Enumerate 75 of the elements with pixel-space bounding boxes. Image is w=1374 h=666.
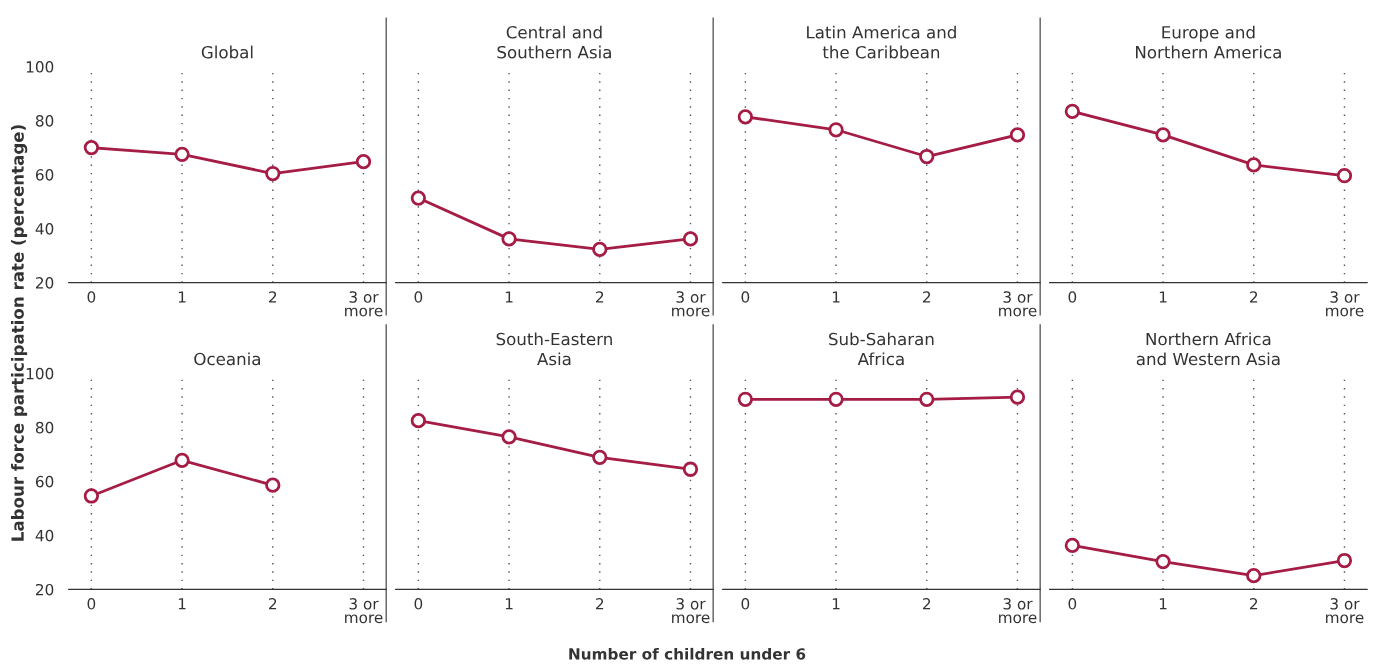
y-tick-label: 20 (35, 277, 54, 289)
point (501, 429, 517, 445)
x-tick-label: 0 (414, 598, 423, 610)
x-tick-label: 2 (596, 598, 604, 610)
x-axis-title: Number of children under 6 (569, 647, 806, 660)
x-tick-label: 2 (1250, 598, 1258, 610)
x-tick-label: 0 (741, 291, 750, 303)
point (1064, 103, 1080, 120)
y-tick-label: 100 (26, 61, 54, 73)
x-tick-label: 3 or more (999, 598, 1037, 624)
chart-title: Latin America and the Caribbean (807, 25, 956, 59)
point (1246, 568, 1262, 584)
x-tick-label: 0 (741, 598, 750, 610)
point (1064, 537, 1080, 554)
x-tick-label: 1 (178, 598, 186, 610)
x-tick-label: 2 (923, 291, 931, 303)
point (592, 449, 608, 465)
point (174, 452, 190, 468)
y-tick-label: 100 (26, 367, 54, 380)
chart-title: Oceania (194, 352, 260, 366)
chart-title: Central and Southern Asia (497, 25, 611, 59)
point (1246, 157, 1262, 173)
point (1155, 127, 1171, 143)
x-tick-label: 3 or more (672, 598, 710, 624)
point (265, 477, 281, 493)
x-tick-label: 0 (87, 598, 96, 610)
point (1155, 553, 1171, 570)
x-tick-label: 1 (505, 291, 513, 303)
point (355, 154, 372, 170)
point (1336, 552, 1353, 569)
x-tick-label: 0 (414, 291, 423, 303)
x-tick-label: 0 (1068, 291, 1077, 303)
x-tick-label: 1 (178, 291, 186, 303)
x-tick-label: 3 or more (1326, 598, 1364, 624)
y-axis-title: Labour force participation rate (percentage) (10, 125, 28, 541)
y-tick-label: 60 (35, 169, 54, 181)
x-tick-label: 3 or more (999, 291, 1037, 317)
x-tick-label: 0 (87, 291, 96, 303)
point (737, 109, 753, 125)
y-tick-label: 80 (35, 421, 54, 434)
point (919, 148, 935, 165)
point (682, 461, 699, 477)
y-tick-label: 20 (35, 583, 54, 596)
y-tick-label: 60 (35, 475, 54, 488)
x-tick-label: 2 (1250, 291, 1258, 303)
chart-title: South-Eastern Asia (496, 332, 612, 366)
x-tick-label: 0 (1068, 598, 1077, 610)
point (1009, 127, 1026, 143)
x-tick-label: 2 (269, 598, 277, 610)
x-tick-label: 3 or more (1326, 291, 1364, 317)
point (83, 139, 100, 156)
y-tick-label: 40 (35, 223, 54, 235)
x-tick-label: 3 or more (672, 291, 710, 317)
x-tick-label: 2 (596, 291, 604, 303)
point (83, 488, 100, 504)
chart-title: Europe and Northern America (1136, 25, 1281, 59)
x-tick-label: 3 or more (345, 598, 383, 624)
y-tick-label: 80 (35, 115, 54, 127)
chart-title: Northern Africa and Western Asia (1136, 332, 1280, 366)
chart-title: Sub-Saharan Africa (829, 332, 934, 366)
y-tick-label: 40 (35, 529, 54, 542)
x-tick-label: 1 (505, 598, 513, 610)
x-tick-label: 2 (923, 598, 931, 610)
x-tick-label: 1 (832, 598, 840, 610)
point (828, 122, 844, 138)
x-tick-label: 1 (1159, 291, 1167, 303)
point (265, 165, 281, 182)
point (174, 146, 190, 163)
x-tick-label: 3 or more (345, 291, 383, 317)
x-tick-label: 1 (1159, 598, 1167, 610)
point (410, 412, 426, 429)
point (1336, 168, 1353, 184)
x-tick-label: 2 (269, 291, 277, 303)
x-tick-label: 1 (832, 291, 840, 303)
chart-title: Global (201, 45, 253, 59)
